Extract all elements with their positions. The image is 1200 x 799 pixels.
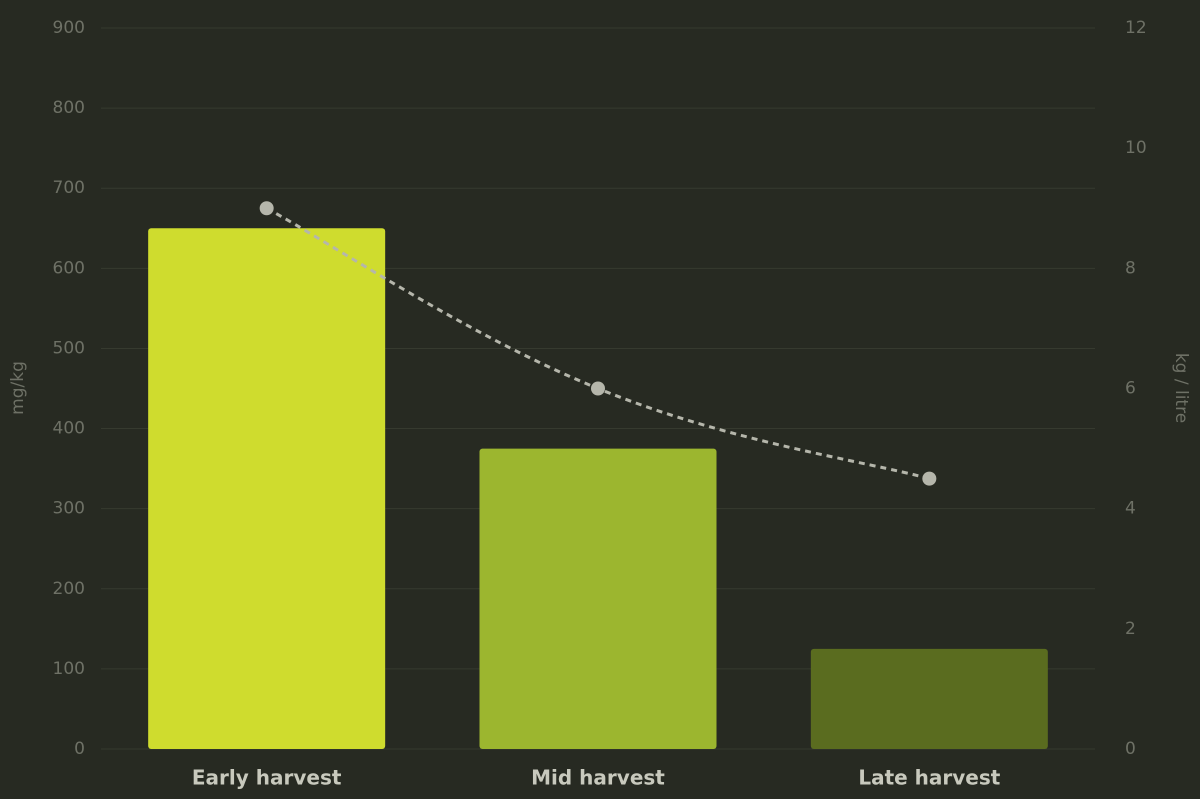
- bar: [479, 448, 717, 749]
- y2-tick-label: 6: [1125, 379, 1136, 399]
- y2-tick-label: 10: [1125, 138, 1147, 158]
- x-tick-label: Early harvest: [192, 766, 342, 790]
- y-axis-label: mg/kg: [8, 361, 28, 415]
- y-tick-label: 300: [53, 499, 85, 519]
- y-tick-label: 400: [53, 419, 85, 439]
- y2-tick-label: 0: [1125, 739, 1136, 759]
- bar: [810, 648, 1048, 749]
- x-tick-label: Late harvest: [858, 766, 1000, 790]
- y-tick-label: 500: [53, 338, 85, 358]
- y2-axis-label: kg / litre: [1171, 353, 1191, 423]
- y2-tick-label: 12: [1125, 18, 1147, 38]
- y-tick-label: 0: [74, 739, 85, 759]
- bar: [148, 228, 386, 749]
- y2-tick-label: 4: [1125, 499, 1136, 519]
- x-tick-label: Mid harvest: [531, 766, 665, 790]
- y-tick-label: 900: [53, 18, 85, 38]
- y-tick-label: 800: [53, 98, 85, 118]
- y-tick-label: 600: [53, 258, 85, 278]
- y-tick-label: 200: [53, 579, 85, 599]
- line-point: [922, 471, 937, 486]
- y2-tick-label: 2: [1125, 619, 1136, 639]
- y2-tick-label: 8: [1125, 258, 1136, 278]
- y-tick-label: 100: [53, 659, 85, 679]
- line-point: [591, 381, 605, 396]
- y-tick-label: 700: [53, 178, 85, 198]
- line-point: [259, 201, 274, 216]
